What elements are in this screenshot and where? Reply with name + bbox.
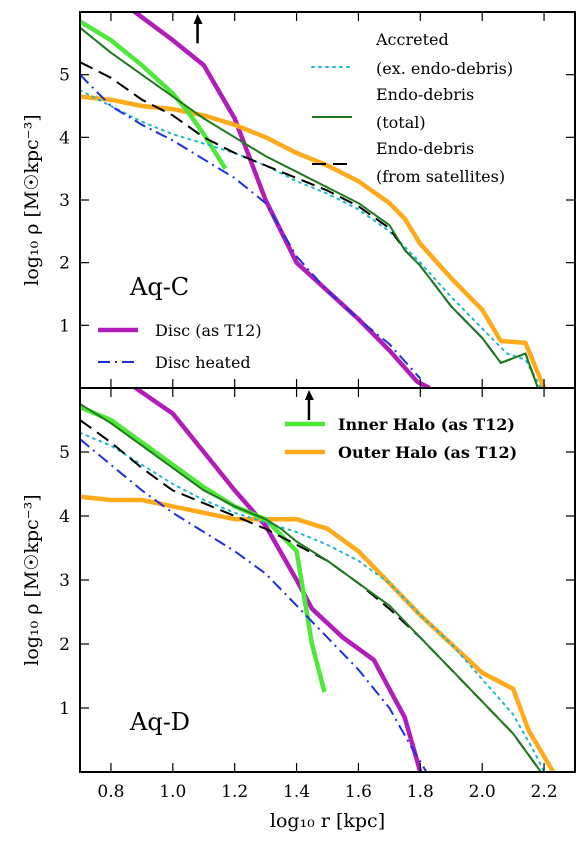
x-tick-label: 1.6 [345,782,372,802]
legend-label: Inner Halo (as T12) [338,415,515,434]
legend-label: Endo-debris [376,139,474,158]
y-tick-label: 4 [59,128,70,148]
x-tick-label: 2.0 [469,782,496,802]
series-line-outer-halo-as-t12 [80,94,547,388]
panel-label: Aq-D [129,708,190,736]
series-line-endo-debris-from-satellites [80,61,539,388]
x-tick-label: 0.8 [97,782,124,802]
legend-label: Endo-debris [376,85,474,104]
x-axis-label: log₁₀ r [kpc] [270,810,385,832]
series-group [80,12,547,388]
y-tick-label: 4 [59,507,70,527]
x-tick-label: 1.4 [283,782,310,802]
y-tick-label: 2 [59,635,70,655]
series-line-inner-halo-as-t12 [80,19,228,170]
y-axis-label: log₁₀ ρ [M☉kpc⁻³] [21,114,43,285]
y-tick-label: 5 [59,66,70,86]
panel-aq-c: 1 2 3 4 5 log₁₀ ρ [M☉kpc⁻³] Aq-C Accreted (ex. e… [21,11,576,389]
arrow-head [193,14,203,24]
y-axis-label: log₁₀ ρ [M☉kpc⁻³] [21,494,43,665]
legend-label: Disc (as T12) [155,321,262,340]
legend-label: (total) [376,113,426,132]
series-line-disc-as-t12 [131,12,431,388]
series-line-disc-heated [80,73,422,380]
legend-label: Disc heated [155,353,251,372]
y-tick-label: 3 [59,571,70,591]
y-tick-label: 2 [59,254,70,274]
plot-layer: 1 2 3 4 5 log₁₀ ρ [M☉kpc⁻³] Aq-C Accreted (ex. e… [21,11,576,832]
panel-aq-d: 1 2 3 4 5 0.8 1.0 1.2 1.4 1.6 1.8 2.0 2.2 log₁₀ ρ [M☉… [21,387,576,832]
series-line-accreted-ex-endo-debris [80,431,546,772]
series-line-disc-heated [80,438,428,772]
legend-label: (from satellites) [376,167,505,186]
y-tick-label: 1 [59,316,70,336]
x-tick-label: 1.2 [221,782,248,802]
y-tick-label: 3 [59,191,70,211]
x-tick-label: 1.0 [159,782,186,802]
series-line-accreted-ex-endo-debris [80,89,542,388]
x-tick-label: 1.8 [407,782,434,802]
panel-label: Aq-C [129,273,189,301]
x-tick-label: 2.2 [531,782,558,802]
y-tick-label: 5 [59,443,70,463]
arrow-head [304,390,314,400]
series-line-inner-halo-as-t12 [80,405,327,693]
series-line-endo-debris-total [80,403,542,772]
legend-label: Outer Halo (as T12) [338,443,517,462]
series-line-endo-debris-total [80,26,539,388]
series-group [80,388,556,772]
legend-label: Accreted [375,30,449,49]
y-tick-label: 1 [59,699,70,719]
legend-label: (ex. endo-debris) [376,59,513,78]
series-line-disc-as-t12 [131,388,423,772]
